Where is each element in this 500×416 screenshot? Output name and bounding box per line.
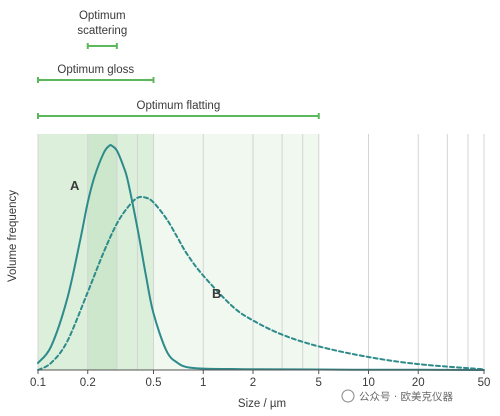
series-line-a [37,144,485,371]
x-tick-label: 0.2 [80,377,96,389]
x-tick-label: 20 [412,377,425,389]
range-label-line: Optimum [79,10,126,22]
x-tick-label: 50 [478,377,491,389]
y-axis-title: Volume frequency [7,190,19,282]
range-label-line: scattering [77,25,127,37]
x-tick-label: 10 [362,377,375,389]
wechat-icon [341,389,355,403]
x-axis-ticks: 0.1 0.2 0.5 1 2 5 10 20 50 [30,370,490,389]
x-tick-label: 5 [316,377,322,389]
range-gloss: Optimum gloss [37,64,155,83]
x-tick-label: 1 [200,377,206,389]
range-label: Optimum flatting [137,100,221,112]
x-axis-title: Size / µm [238,398,286,410]
shaded-region-1 [87,134,117,370]
x-tick-label: 2 [250,377,256,389]
x-tick-label: 0.1 [30,377,46,389]
shaded-region-2 [153,134,319,370]
series-label-a: A [70,178,80,193]
optimum-ranges: Optimum scattering Optimum gloss Optimum fl… [37,10,320,119]
series-line-b [37,195,485,371]
range-flatting: Optimum flatting [37,100,320,119]
series-curves [37,144,485,371]
range-label: Optimum gloss [57,64,134,76]
shaded-regions [38,134,319,370]
grid-lines [37,134,485,370]
x-tick-label: 0.5 [146,377,162,389]
watermark: 公众号 · 欧美克仪器 [341,389,454,403]
watermark-text: 公众号 · 欧美克仪器 [359,390,454,403]
range-scattering: Optimum scattering [77,10,127,49]
series-label-b: B [212,286,221,301]
